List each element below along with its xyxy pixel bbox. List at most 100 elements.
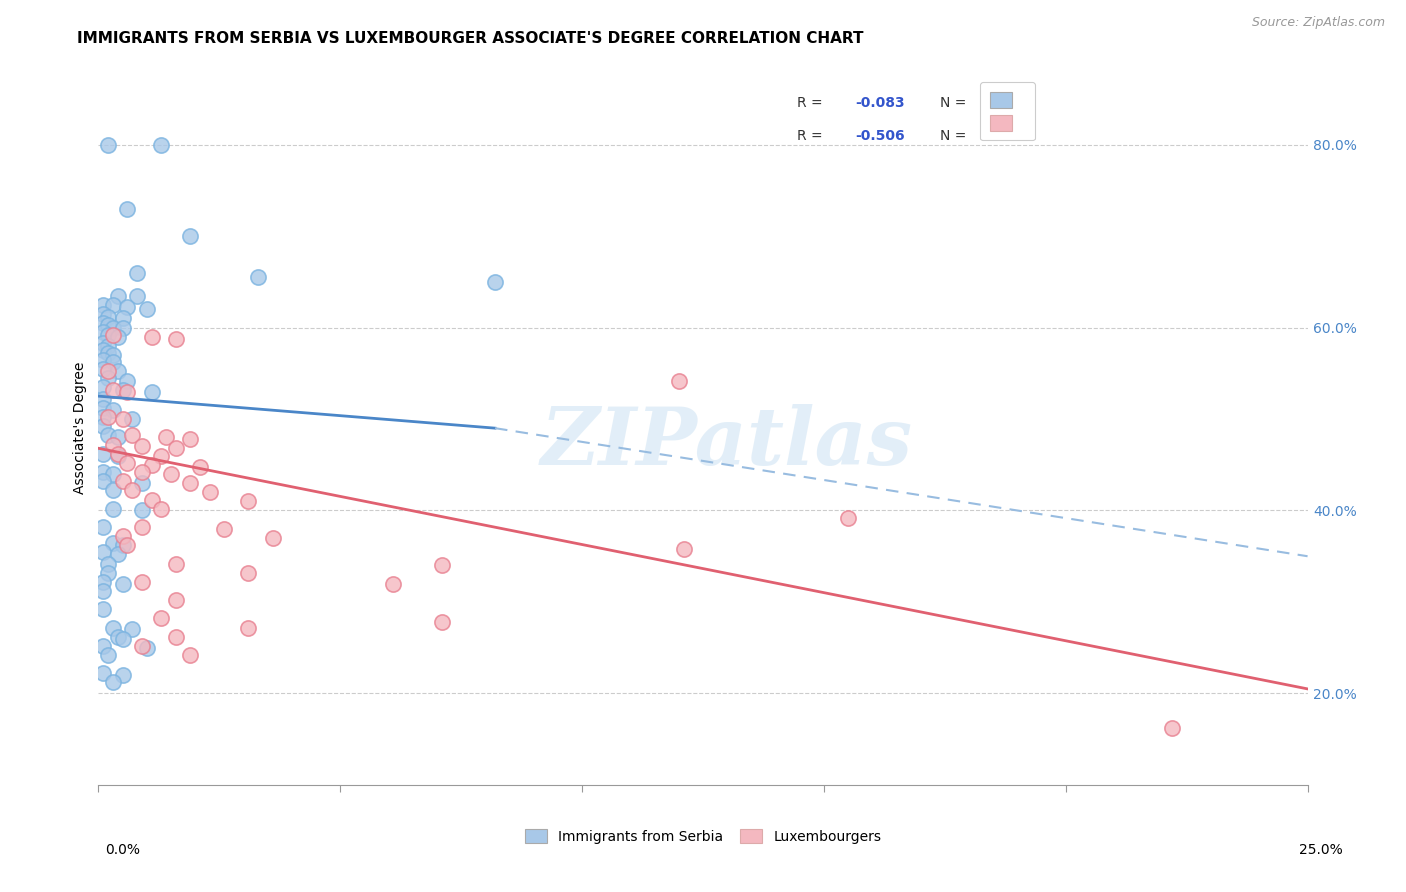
Point [97, 346, 120, 360]
Point [97, 137, 120, 152]
Point [91, 419, 114, 434]
Point [91, 361, 114, 376]
Point [238, 621, 260, 635]
Point [262, 531, 284, 545]
Point [101, 501, 124, 516]
Point [107, 288, 129, 302]
Point [101, 437, 124, 451]
Point [165, 442, 187, 456]
Point [97, 410, 120, 425]
Point [141, 492, 163, 507]
Point [101, 320, 124, 334]
Point [141, 384, 163, 399]
Point [97, 318, 120, 332]
Point [111, 529, 134, 543]
Point [97, 310, 120, 324]
Point [238, 566, 260, 580]
Point [121, 428, 143, 442]
Point [127, 266, 149, 280]
Text: 81: 81 [988, 96, 1008, 111]
Point [91, 602, 114, 616]
Point [117, 384, 139, 399]
Point [165, 630, 187, 644]
Point [91, 307, 114, 321]
Point [212, 522, 235, 536]
Point [117, 301, 139, 315]
Legend: Immigrants from Serbia, Luxembourgers: Immigrants from Serbia, Luxembourgers [519, 823, 887, 849]
Point [101, 621, 124, 635]
Point [1161, 721, 1184, 735]
Point [131, 574, 153, 589]
Point [97, 327, 120, 342]
Point [111, 632, 134, 646]
Point [91, 666, 114, 681]
Point [117, 456, 139, 470]
Point [91, 352, 114, 367]
Point [97, 371, 120, 385]
Point [111, 412, 134, 426]
Point [101, 675, 124, 690]
Point [107, 447, 129, 461]
Point [135, 302, 157, 317]
Point [150, 501, 173, 516]
Point [117, 538, 139, 552]
Point [111, 383, 134, 397]
Point [131, 503, 153, 517]
Point [107, 329, 129, 343]
Point [111, 320, 134, 334]
Point [91, 336, 114, 351]
Point [111, 474, 134, 488]
Point [238, 494, 260, 508]
Point [101, 348, 124, 362]
Text: ZIPatlas: ZIPatlas [541, 404, 914, 481]
Point [484, 275, 506, 289]
Point [165, 593, 187, 607]
Point [91, 639, 114, 653]
Point [117, 374, 139, 388]
Point [111, 668, 134, 682]
Point [111, 311, 134, 326]
Point [91, 401, 114, 415]
Point [97, 364, 120, 378]
Point [188, 459, 211, 474]
Point [837, 511, 859, 525]
Point [111, 538, 134, 552]
Point [131, 476, 153, 491]
Point [91, 520, 114, 534]
Point [131, 440, 153, 454]
Point [101, 327, 124, 342]
Point [91, 392, 114, 406]
Point [101, 355, 124, 369]
Point [107, 548, 129, 562]
Point [430, 558, 453, 573]
Point [668, 374, 690, 388]
Point [97, 566, 120, 580]
Point [127, 288, 149, 302]
Y-axis label: Associate's Degree: Associate's Degree [73, 362, 87, 494]
Point [165, 331, 187, 345]
Point [97, 339, 120, 353]
Text: IMMIGRANTS FROM SERBIA VS LUXEMBOURGER ASSOCIATE'S DEGREE CORRELATION CHART: IMMIGRANTS FROM SERBIA VS LUXEMBOURGER A… [77, 31, 863, 46]
Point [179, 229, 201, 244]
Point [160, 467, 183, 481]
Point [117, 202, 139, 216]
Point [97, 428, 120, 442]
Point [91, 447, 114, 461]
Point [91, 584, 114, 599]
Point [150, 449, 173, 463]
Text: R =: R = [797, 128, 827, 143]
Point [101, 535, 124, 549]
Text: Source: ZipAtlas.com: Source: ZipAtlas.com [1251, 16, 1385, 29]
Point [91, 316, 114, 330]
Point [150, 611, 173, 625]
Text: N =: N = [941, 128, 970, 143]
Point [91, 343, 114, 358]
Point [135, 640, 157, 655]
Point [107, 364, 129, 378]
Point [247, 270, 270, 285]
Point [107, 630, 129, 644]
Point [430, 615, 453, 629]
Point [141, 458, 163, 472]
Point [672, 541, 695, 556]
Point [91, 380, 114, 394]
